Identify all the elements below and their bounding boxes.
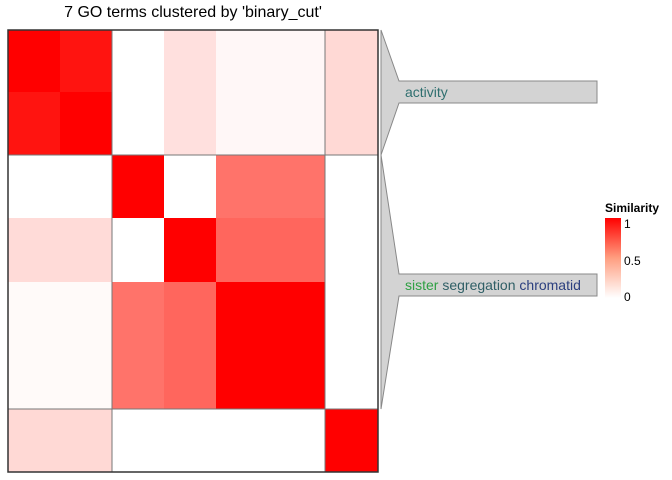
heatmap-cell-r3-c0	[8, 218, 60, 282]
legend-tick-0: 0	[624, 290, 631, 304]
heatmap-cell-r1-c1	[60, 92, 112, 155]
heatmap-outer-border	[7, 29, 379, 473]
heatmap-cell-r4-c1	[60, 282, 112, 409]
heatmap-cell-r5-c5	[325, 409, 378, 472]
heatmap-cell-r3-c1	[60, 218, 112, 282]
heatmap-cell-r2-c0	[8, 155, 60, 218]
heatmap-cell-r0-c4	[216, 30, 325, 92]
legend-tick-0-5: 0.5	[624, 254, 641, 268]
heatmap-cell-r2-c2	[112, 155, 164, 218]
heatmap-cell-r4-c4	[216, 282, 325, 409]
heatmap-cell-r2-c5	[325, 155, 378, 218]
legend-color-bar	[605, 218, 621, 298]
keyword-segregation: segregation	[438, 277, 515, 293]
heatmap-cell-r5-c3	[164, 409, 216, 472]
keyword-activity: activity	[405, 84, 448, 100]
heatmap-cell-r1-c3	[164, 92, 216, 155]
heatmap-cell-r5-c2	[112, 409, 164, 472]
heatmap-cell-r0-c0	[8, 30, 60, 92]
keyword-sister: sister	[405, 277, 439, 293]
heatmap-cell-r5-c4	[216, 409, 325, 472]
callout-text-0: activity	[405, 84, 448, 100]
heatmap-cell-r0-c1	[60, 30, 112, 92]
heatmap-cell-r2-c1	[60, 155, 112, 218]
heatmap-cell-r0-c2	[112, 30, 164, 92]
cluster-borders	[7, 29, 379, 473]
callout-shape-1	[380, 154, 598, 410]
heatmap-cell-r3-c5	[325, 218, 378, 282]
chart-title: 7 GO terms clustered by 'binary_cut'	[64, 4, 322, 21]
heatmap-cell-r1-c4	[216, 92, 325, 155]
heatmap-cell-r4-c0	[8, 282, 60, 409]
heatmap-cell-r3-c4	[216, 218, 325, 282]
heatmap-cells	[8, 30, 378, 472]
heatmap-cell-r2-c4	[216, 155, 325, 218]
heatmap-cell-r1-c5	[325, 92, 378, 155]
heatmap-cell-r5-c1	[60, 409, 112, 472]
heatmap-cell-r4-c2	[112, 282, 164, 409]
callout-text-1: sister segregation chromatid	[405, 277, 581, 293]
heatmap-cell-r0-c5	[325, 30, 378, 92]
heatmap-cell-r5-c0	[8, 409, 60, 472]
legend-tick-1: 1	[624, 217, 631, 231]
legend-title: Similarity	[605, 201, 660, 215]
heatmap-cell-r1-c0	[8, 92, 60, 155]
heatmap-cell-r0-c3	[164, 30, 216, 92]
keyword-callout-1: sister segregation chromatid	[380, 154, 598, 410]
heatmap-cell-r2-c3	[164, 155, 216, 218]
heatmap-cell-r4-c5	[325, 282, 378, 409]
heatmap-cell-r4-c3	[164, 282, 216, 409]
heatmap-cell-r3-c2	[112, 218, 164, 282]
keyword-callouts: activity sister segregation chromatid	[380, 29, 598, 410]
keyword-chromatid: chromatid	[516, 277, 581, 293]
heatmap-cell-r3-c3	[164, 218, 216, 282]
keyword-callout-0: activity	[380, 29, 598, 156]
heatmap-cell-r1-c2	[112, 92, 164, 155]
